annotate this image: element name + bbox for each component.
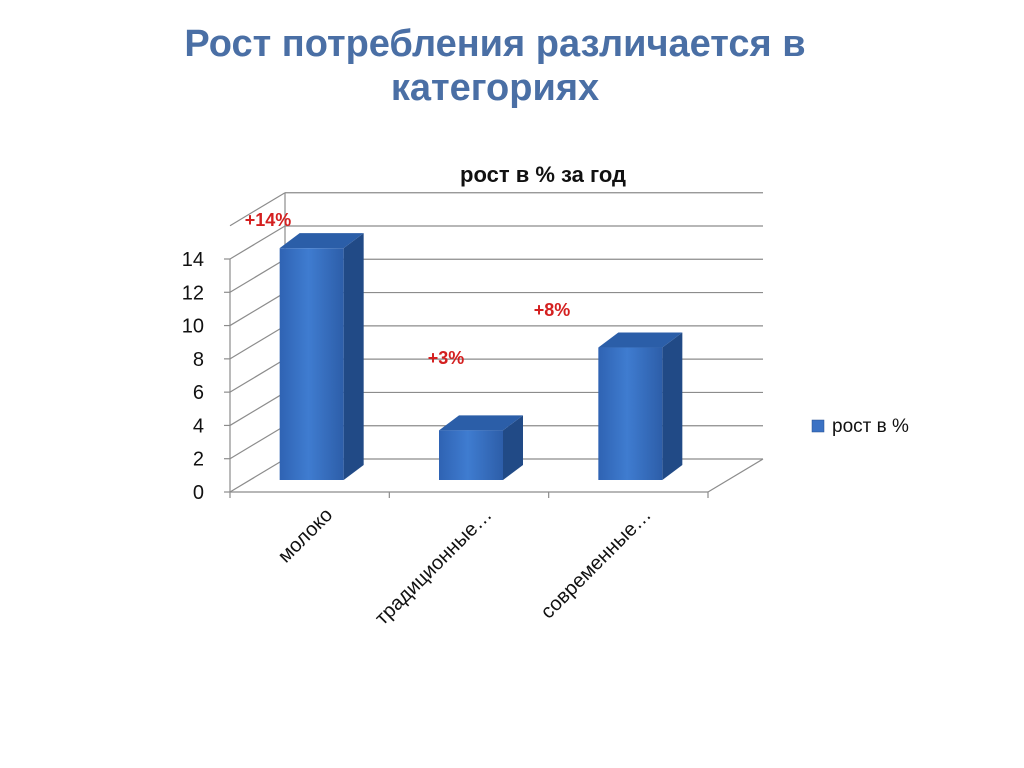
bar-front xyxy=(598,348,662,480)
y-tick-label: 10 xyxy=(182,316,204,338)
y-tick-label: 0 xyxy=(193,482,204,504)
gridline-side xyxy=(230,293,285,326)
bar-1 xyxy=(280,233,364,480)
gridline-side xyxy=(230,426,285,459)
legend-swatch xyxy=(812,420,824,432)
legend: рост в % xyxy=(812,416,909,437)
x-tick-label: традиционные… xyxy=(371,504,497,630)
gridline-side xyxy=(230,226,285,259)
y-tick-label: 14 xyxy=(182,249,204,271)
y-tick-label: 2 xyxy=(193,449,204,471)
gridline-side xyxy=(230,259,285,292)
x-tick-label: молоко xyxy=(274,504,337,567)
chart-title: рост в % за год xyxy=(460,162,626,187)
y-tick-label: 12 xyxy=(182,282,204,304)
gridline-side xyxy=(230,459,285,492)
bars xyxy=(280,233,683,480)
data-label: +14% xyxy=(245,210,292,230)
y-tick-label: 8 xyxy=(193,349,204,371)
x-axis-labels: молоко традиционные… современные… xyxy=(274,504,656,630)
gridline-side xyxy=(230,392,285,425)
gridline-side xyxy=(230,359,285,392)
legend-label: рост в % xyxy=(832,416,909,437)
y-tick-label: 4 xyxy=(193,415,204,437)
bar-side xyxy=(662,333,682,480)
bar-front xyxy=(280,248,344,480)
y-axis-ticks: 0 2 4 6 8 10 12 14 xyxy=(182,249,230,504)
data-label: +3% xyxy=(428,348,465,368)
bar-side xyxy=(344,233,364,480)
y-tick-label: 6 xyxy=(193,382,204,404)
x-tick-label: современные… xyxy=(537,504,656,623)
floor-right-edge xyxy=(708,459,763,492)
bar-3 xyxy=(598,333,682,480)
bar-front xyxy=(439,430,503,480)
bar-2 xyxy=(439,415,523,480)
gridline-side xyxy=(230,326,285,359)
data-label: +8% xyxy=(534,300,571,320)
